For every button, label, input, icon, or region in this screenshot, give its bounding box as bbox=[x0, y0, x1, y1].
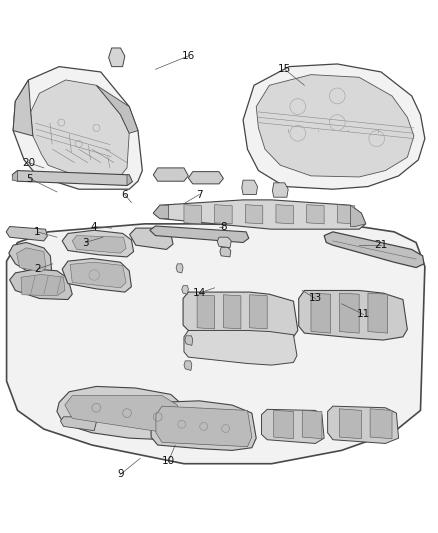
Text: 5: 5 bbox=[26, 174, 33, 183]
Text: 8: 8 bbox=[220, 222, 227, 231]
Polygon shape bbox=[184, 205, 201, 224]
Polygon shape bbox=[245, 205, 263, 224]
Polygon shape bbox=[6, 227, 47, 241]
Polygon shape bbox=[70, 262, 126, 288]
Polygon shape bbox=[220, 247, 231, 257]
Polygon shape bbox=[339, 293, 359, 333]
Polygon shape bbox=[256, 75, 414, 177]
Polygon shape bbox=[368, 293, 388, 333]
Text: 7: 7 bbox=[196, 190, 203, 199]
Polygon shape bbox=[153, 200, 366, 229]
Polygon shape bbox=[276, 205, 293, 224]
Polygon shape bbox=[150, 226, 249, 243]
Polygon shape bbox=[183, 292, 298, 338]
Polygon shape bbox=[217, 237, 231, 248]
Polygon shape bbox=[337, 205, 355, 224]
Polygon shape bbox=[243, 64, 425, 189]
Polygon shape bbox=[96, 85, 138, 133]
Polygon shape bbox=[13, 80, 33, 136]
Polygon shape bbox=[182, 286, 188, 294]
Polygon shape bbox=[311, 293, 331, 333]
Polygon shape bbox=[350, 205, 366, 227]
Text: 1: 1 bbox=[34, 227, 41, 237]
Text: 3: 3 bbox=[82, 238, 89, 247]
Polygon shape bbox=[12, 171, 18, 181]
Text: 13: 13 bbox=[309, 294, 322, 303]
Polygon shape bbox=[130, 228, 173, 249]
Polygon shape bbox=[31, 80, 129, 176]
Polygon shape bbox=[17, 248, 46, 272]
Polygon shape bbox=[153, 205, 169, 219]
Polygon shape bbox=[250, 295, 267, 329]
Polygon shape bbox=[21, 274, 65, 296]
Polygon shape bbox=[151, 401, 256, 450]
Polygon shape bbox=[60, 417, 96, 431]
Polygon shape bbox=[185, 336, 193, 345]
Polygon shape bbox=[156, 406, 252, 447]
Polygon shape bbox=[324, 232, 424, 268]
Polygon shape bbox=[339, 409, 361, 439]
Polygon shape bbox=[12, 171, 132, 185]
Polygon shape bbox=[62, 259, 131, 292]
Polygon shape bbox=[261, 409, 324, 443]
Text: 21: 21 bbox=[374, 240, 388, 250]
Polygon shape bbox=[302, 410, 322, 439]
Polygon shape bbox=[223, 295, 241, 329]
Polygon shape bbox=[57, 386, 186, 440]
Polygon shape bbox=[184, 361, 192, 370]
Text: 20: 20 bbox=[22, 158, 35, 167]
Polygon shape bbox=[62, 230, 134, 257]
Polygon shape bbox=[127, 175, 132, 185]
Polygon shape bbox=[370, 409, 392, 439]
Polygon shape bbox=[10, 269, 72, 300]
Text: 4: 4 bbox=[91, 222, 98, 231]
Text: 15: 15 bbox=[278, 64, 291, 74]
Text: 14: 14 bbox=[193, 288, 206, 298]
Polygon shape bbox=[328, 406, 399, 443]
Polygon shape bbox=[153, 168, 188, 181]
Polygon shape bbox=[274, 410, 293, 439]
Polygon shape bbox=[65, 395, 179, 433]
Polygon shape bbox=[72, 236, 126, 253]
Polygon shape bbox=[299, 290, 407, 340]
Polygon shape bbox=[13, 67, 142, 189]
Polygon shape bbox=[176, 264, 183, 273]
Polygon shape bbox=[188, 172, 223, 184]
Text: 11: 11 bbox=[357, 310, 370, 319]
Polygon shape bbox=[242, 180, 258, 195]
Polygon shape bbox=[109, 48, 125, 67]
Polygon shape bbox=[9, 243, 52, 277]
Text: 10: 10 bbox=[162, 456, 175, 466]
Polygon shape bbox=[272, 183, 288, 197]
Polygon shape bbox=[7, 224, 425, 464]
Polygon shape bbox=[215, 205, 232, 224]
Polygon shape bbox=[197, 295, 215, 329]
Text: 2: 2 bbox=[34, 264, 41, 274]
Text: 6: 6 bbox=[121, 190, 128, 199]
Text: 9: 9 bbox=[117, 470, 124, 479]
Polygon shape bbox=[307, 205, 324, 224]
Text: 16: 16 bbox=[182, 51, 195, 61]
Polygon shape bbox=[184, 330, 297, 365]
